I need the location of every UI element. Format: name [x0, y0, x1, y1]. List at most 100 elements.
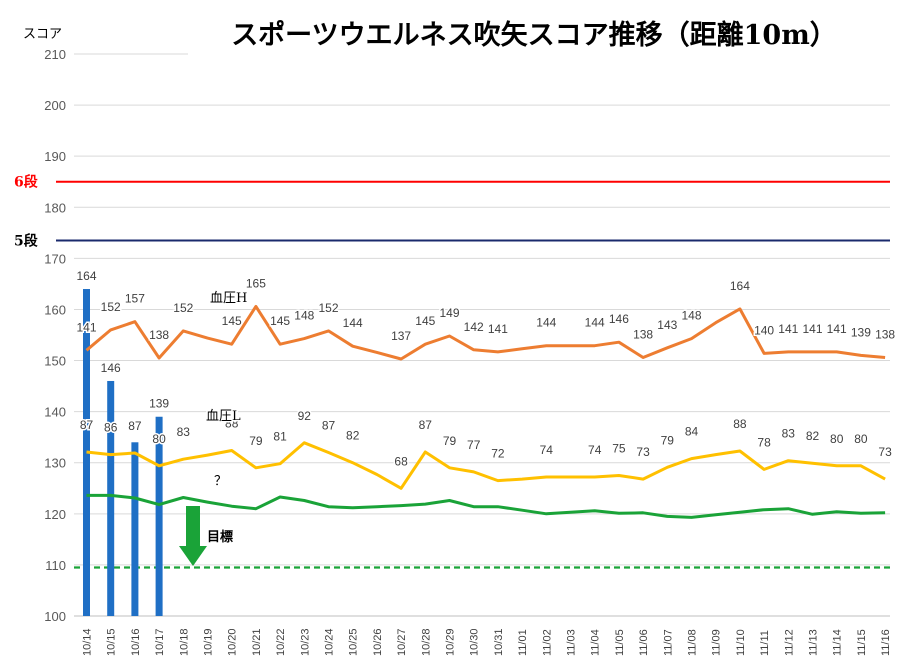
data-label-bp_low: 74	[540, 443, 554, 457]
data-label-bp_low: 82	[346, 429, 360, 443]
data-label-bp_high: 165	[246, 276, 266, 290]
data-label-bp_low: 92	[298, 409, 312, 423]
x-tick-label: 10/29	[445, 628, 457, 656]
data-label-bp_high: 152	[318, 301, 338, 315]
data-label-bp_high: 152	[101, 300, 121, 314]
data-label-bp_low: 88	[733, 417, 747, 431]
x-tick-label: 10/24	[324, 628, 336, 656]
data-label-bp_high: 143	[657, 318, 677, 332]
x-tick-label: 11/09	[711, 629, 723, 656]
reference-lines: 6段 5段	[14, 174, 890, 569]
x-tick-label: 11/13	[808, 629, 820, 656]
x-tick-label: 11/14	[832, 629, 844, 656]
y-tick-label: 150	[44, 354, 66, 369]
data-label-bp_low: 78	[757, 435, 771, 449]
x-tick-label: 10/19	[203, 628, 215, 656]
y-tick-label: 190	[44, 149, 66, 164]
x-tick-label: 10/31	[493, 628, 505, 656]
reference-line-label: 6段	[14, 174, 38, 191]
data-label-bp_low: 83	[782, 427, 796, 441]
x-tick-label: 11/07	[662, 629, 674, 656]
x-tick-labels: 10/14 10/15 10/16 10/17 10/18 10/19 10/20 10/21…	[82, 628, 893, 656]
data-label-bp_low: 88	[225, 416, 239, 430]
data-label-bp_low: 79	[249, 434, 263, 448]
bar	[107, 380, 115, 616]
x-tick-label: 11/12	[783, 629, 795, 656]
data-label-bp_high: 141	[76, 320, 96, 334]
x-tick-label: 11/04	[590, 629, 602, 656]
data-label-bp_high: 145	[222, 314, 242, 328]
data-label-bp_high: 138	[149, 328, 169, 342]
data-label-bp_low: 87	[419, 418, 433, 432]
y-tick-label: 100	[44, 609, 66, 624]
x-tick-label: 10/23	[299, 628, 311, 656]
x-tick-label: 10/30	[469, 628, 481, 656]
data-label-bp_high: 145	[415, 314, 435, 328]
bar-data-label: 146	[101, 361, 121, 375]
series-line-lowest	[86, 493, 886, 519]
data-labels: 164 146 139 141 152 157 138 152 145 165 145 148 152 1…	[75, 269, 897, 470]
data-label-bp_high: 149	[439, 306, 459, 320]
annotations: 血圧H 血圧L ？ 目標	[179, 290, 249, 566]
data-label-bp_low: 82	[806, 429, 820, 443]
data-label-bp_low: 80	[830, 432, 844, 446]
data-label-bp_low: 72	[491, 447, 505, 461]
y-tick-label: 180	[44, 200, 66, 215]
data-label-bp_low: 68	[394, 454, 408, 468]
data-label-bp_low: 86	[104, 421, 118, 435]
data-label-bp_low: 79	[443, 434, 457, 448]
data-label-bp_low: 80	[854, 432, 868, 446]
data-label-bp_low: 83	[177, 425, 191, 439]
data-label-bp_high: 140	[754, 323, 774, 337]
x-tick-label: 10/18	[178, 628, 190, 656]
x-tick-label: 11/05	[614, 629, 626, 656]
x-tick-label: 10/25	[348, 628, 360, 656]
data-label-bp_high: 148	[294, 309, 314, 323]
series-label-bp-high: 血圧H	[210, 291, 247, 306]
y-tick-label: 160	[44, 302, 66, 317]
x-tick-label: 11/10	[735, 629, 747, 656]
y-axis-label: スコア	[23, 27, 62, 42]
data-label-bp_high: 137	[391, 329, 411, 343]
bar-data-label: 139	[149, 397, 169, 411]
data-label-bp_high: 157	[125, 292, 145, 306]
data-label-bp_high: 138	[875, 327, 895, 341]
y-tick-label: 110	[45, 558, 66, 573]
data-label-bp_high: 144	[343, 316, 363, 330]
data-label-bp_low: 87	[128, 419, 142, 433]
data-label-bp_low: 87	[80, 418, 94, 432]
data-label-bp_low: 73	[878, 445, 892, 459]
data-label-bp_high: 138	[633, 327, 653, 341]
data-label-bp_low: 74	[588, 443, 602, 457]
x-tick-label: 10/16	[130, 628, 142, 656]
x-tick-label: 11/11	[759, 630, 771, 656]
data-label-bp_high: 141	[488, 322, 508, 336]
x-tick-label: 10/20	[227, 628, 239, 656]
y-tick-label: 200	[44, 98, 66, 113]
x-tick-label: 10/28	[420, 628, 432, 656]
bar	[155, 416, 163, 616]
data-label-bp_low: 81	[273, 430, 287, 444]
data-label-bp_high: 164	[730, 279, 750, 293]
grid	[74, 53, 890, 617]
y-tick-label: 120	[44, 507, 66, 522]
chart-title: スポーツウエルネス吹矢スコア推移（距離10m）	[231, 19, 837, 51]
x-tick-label: 11/16	[880, 629, 892, 656]
x-tick-label: 11/03	[566, 629, 578, 656]
y-tick-label: 170	[44, 251, 66, 266]
series-line-bp_high	[85, 304, 886, 361]
x-tick-label: 10/14	[82, 628, 94, 656]
data-label-bp_low: 87	[322, 419, 336, 433]
question-mark: ？	[214, 474, 227, 489]
data-label-bp_high: 142	[464, 320, 484, 334]
data-label-bp_high: 141	[802, 322, 822, 336]
reference-line-label: 5段	[14, 232, 38, 249]
data-label-bp_low: 75	[612, 442, 626, 456]
bar	[131, 442, 139, 616]
x-tick-label: 11/02	[541, 629, 553, 656]
data-label-bp_low: 79	[661, 433, 675, 447]
x-tick-label: 10/15	[106, 628, 118, 656]
data-label-bp_low: 80	[152, 432, 166, 446]
data-label-bp_high: 139	[851, 325, 871, 339]
